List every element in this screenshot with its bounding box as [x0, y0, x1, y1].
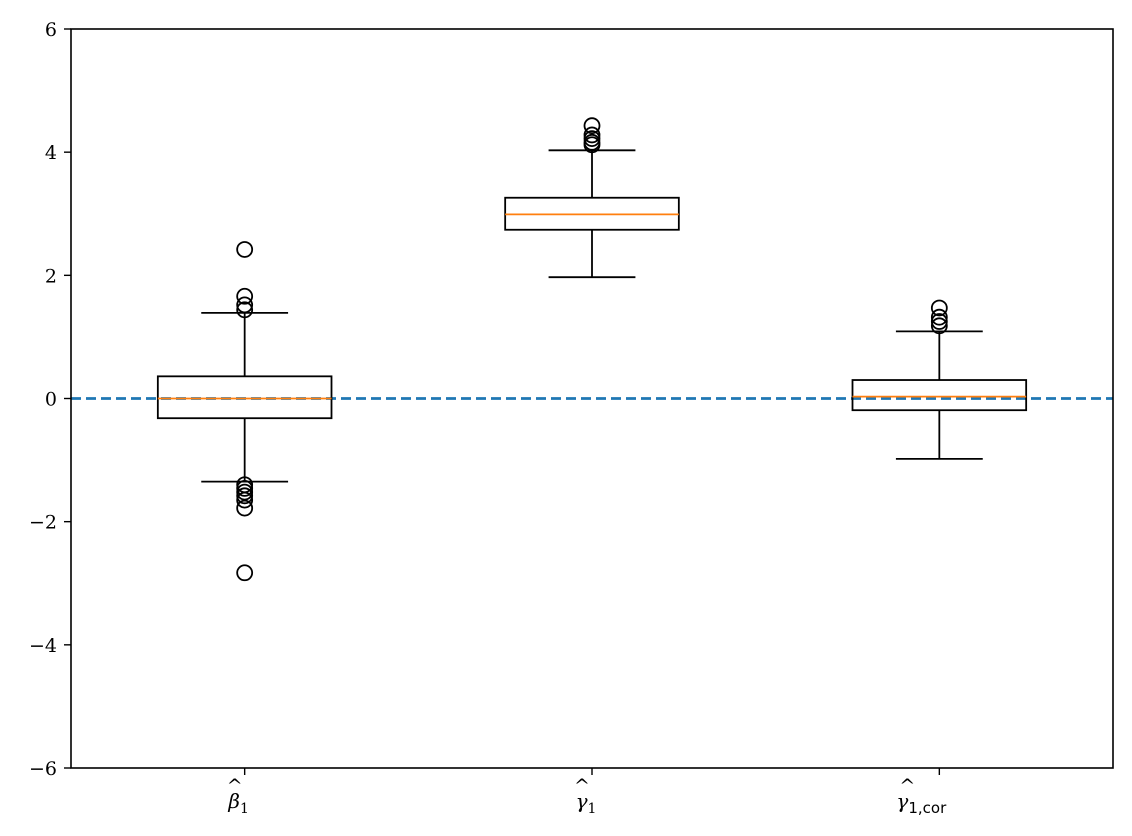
label-base-symbol: γ	[896, 789, 908, 813]
flier-point	[236, 499, 254, 517]
x-tick-label-1: γ1^	[574, 775, 596, 817]
flier-point	[236, 296, 254, 314]
flier-point	[236, 287, 254, 305]
x-tick-label-text: γ1,cor	[896, 789, 947, 817]
label-subscript: 1	[240, 801, 249, 817]
flier-point	[583, 117, 601, 135]
flier-point	[930, 299, 948, 317]
flier-point	[583, 136, 601, 154]
flier-point	[236, 564, 254, 582]
x-axis: β1^γ1^γ1,cor^	[227, 768, 947, 817]
box-2	[851, 299, 1028, 460]
label-subscript: 1	[588, 801, 597, 817]
box-0	[156, 241, 333, 582]
box-1	[504, 117, 680, 279]
y-tick-label: 0	[45, 389, 57, 411]
label-base-symbol: γ	[576, 789, 588, 813]
y-tick-label: 4	[45, 142, 57, 164]
flier-point	[930, 313, 948, 330]
flier-point	[236, 301, 254, 319]
box-iqr	[156, 375, 333, 420]
flier-point	[236, 241, 254, 258]
hat-accent: ^	[574, 775, 590, 797]
flier-point	[930, 308, 948, 326]
label-base-symbol: β	[227, 789, 240, 813]
flier-point	[236, 487, 254, 505]
y-tick-label: −4	[29, 635, 57, 657]
x-tick-label-0: β1^	[227, 775, 249, 817]
y-tick-label: 6	[45, 19, 57, 41]
box-iqr	[851, 379, 1028, 412]
plot-marks	[71, 117, 1113, 582]
hat-accent: ^	[899, 775, 915, 797]
y-axis: −6 −4 −2 0 2 4 6	[29, 19, 71, 780]
x-tick-label-text: γ1	[576, 789, 597, 817]
flier-point	[236, 491, 254, 509]
y-tick-label: 2	[45, 265, 57, 287]
x-tick-label-2: γ1,cor^	[896, 775, 947, 817]
flier-point	[930, 317, 948, 335]
label-subscript: 1,cor	[908, 799, 947, 817]
hat-accent: ^	[227, 775, 243, 797]
y-tick-label: −6	[29, 758, 57, 780]
y-tick-label: −2	[29, 512, 57, 534]
x-tick-label-text: β1	[227, 789, 248, 817]
